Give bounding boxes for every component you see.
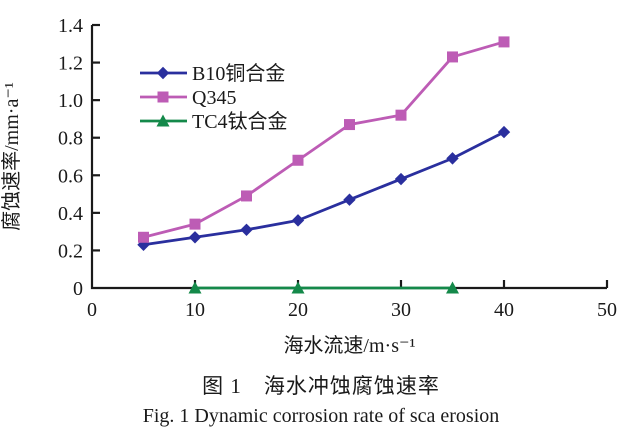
y-tick-label: 0.8	[58, 128, 83, 150]
y-tick-label: 1.0	[58, 90, 83, 112]
x-tick-label: 10	[185, 299, 205, 321]
series-line-1	[142, 40, 506, 239]
x-tick-label: 0	[87, 299, 97, 321]
legend-marker-2	[156, 114, 170, 127]
legend-marker-1	[157, 91, 169, 103]
series-marker-1	[344, 119, 355, 131]
series-marker-0	[240, 223, 253, 236]
series-marker-1	[292, 154, 304, 166]
series-marker-0	[343, 193, 356, 206]
series-marker-1	[447, 51, 458, 63]
legend-label-0: B10铜合金	[192, 62, 285, 85]
series-marker-1	[498, 36, 510, 48]
series-line-0	[142, 130, 506, 247]
series-marker-1	[189, 218, 201, 230]
y-tick-label: 0.2	[58, 240, 83, 262]
series-marker-0	[446, 152, 459, 165]
series-marker-2	[291, 281, 305, 294]
series-marker-0	[394, 172, 408, 186]
legend-label-1: Q345	[192, 87, 236, 109]
x-tick-label: 30	[391, 299, 411, 321]
series-marker-0	[188, 231, 202, 244]
series-marker-1	[138, 231, 149, 243]
y-tick-label: 0.4	[58, 203, 83, 225]
y-tick-label: 0	[73, 278, 83, 300]
legend-marker-0	[156, 66, 170, 80]
y-tick-label: 0.6	[58, 165, 83, 187]
x-tick-label: 50	[597, 299, 617, 321]
y-axis-label: 腐蚀速率/mm·a⁻¹	[0, 82, 23, 231]
series-marker-0	[137, 238, 150, 251]
series-marker-0	[291, 214, 305, 227]
y-tick-label: 1.2	[58, 53, 83, 75]
y-tick-label: 1.4	[58, 15, 83, 37]
series-marker-1	[395, 109, 407, 121]
x-tick-label: 20	[288, 299, 308, 321]
axes-frame	[90, 25, 607, 290]
caption-english: Fig. 1 Dynamic corrosion rate of sca ero…	[142, 405, 500, 427]
corrosion-rate-chart: 0 0.2 0.4 0.6 0.8 1.0 1.2 1.4 0 10 20 30 40 50 海水流速/m·…	[0, 15, 617, 357]
x-axis-label: 海水流速/m·s⁻¹	[283, 334, 415, 357]
caption-chinese: 图 1 海水冲蚀腐蚀速率	[202, 374, 440, 398]
series-marker-2	[446, 281, 459, 294]
series-marker-2	[188, 281, 202, 294]
series-marker-1	[241, 190, 252, 202]
legend-label-2: TC4钛合金	[192, 110, 288, 133]
series-marker-0	[497, 125, 511, 139]
x-tick-label: 40	[494, 299, 514, 321]
